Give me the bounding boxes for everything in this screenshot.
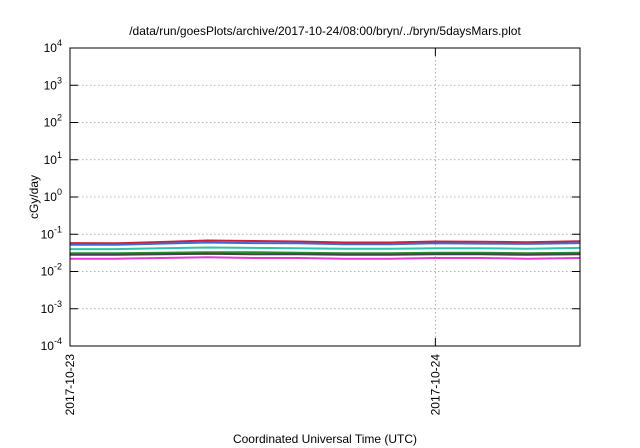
y-tick-label: 10-3 — [41, 299, 62, 316]
chart-title: /data/run/goesPlots/archive/2017-10-24/0… — [129, 24, 521, 38]
y-axis-ticks: 10-4 10-3 10-2 10-1 100 101 102 103 104 — [41, 38, 580, 353]
x-tick-label: 2017-10-24 — [428, 354, 442, 416]
series-line-4 — [70, 251, 581, 255]
y-tick-label: 101 — [44, 150, 62, 167]
series-line-1 — [69, 239, 581, 245]
series-lines — [69, 239, 581, 260]
series-line-2 — [70, 241, 581, 246]
x-axis-ticks: 2017-10-23 2017-10-24 — [63, 48, 442, 415]
y-tick-label: 103 — [44, 75, 62, 92]
series-line-5 — [70, 252, 581, 256]
grid — [70, 48, 580, 346]
x-tick-label: 2017-10-23 — [63, 354, 77, 416]
series-line-6 — [70, 256, 581, 260]
series-line-3 — [70, 246, 581, 251]
y-tick-label: 100 — [44, 187, 62, 204]
y-tick-label: 10-1 — [41, 224, 62, 241]
x-axis-label: Coordinated Universal Time (UTC) — [233, 432, 417, 446]
y-axis-label: cGy/day — [27, 175, 41, 219]
y-tick-label: 10-4 — [41, 336, 62, 353]
y-tick-label: 102 — [44, 113, 62, 130]
y-tick-label: 10-2 — [41, 262, 62, 279]
y-tick-label: 104 — [44, 38, 62, 55]
